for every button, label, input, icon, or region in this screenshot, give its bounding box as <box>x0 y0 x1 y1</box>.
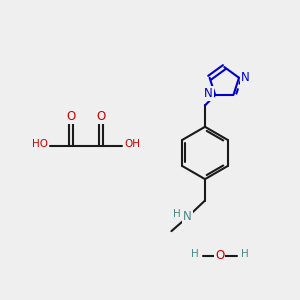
Text: N: N <box>183 210 192 224</box>
Text: N: N <box>241 71 250 84</box>
Text: H: H <box>191 249 199 259</box>
Text: OH: OH <box>124 140 140 149</box>
Text: H: H <box>172 209 180 220</box>
Text: O: O <box>67 110 76 123</box>
Text: H: H <box>241 249 249 259</box>
Text: HO: HO <box>32 140 48 149</box>
Text: O: O <box>96 110 106 123</box>
Text: O: O <box>215 249 224 262</box>
Text: N: N <box>204 87 213 100</box>
